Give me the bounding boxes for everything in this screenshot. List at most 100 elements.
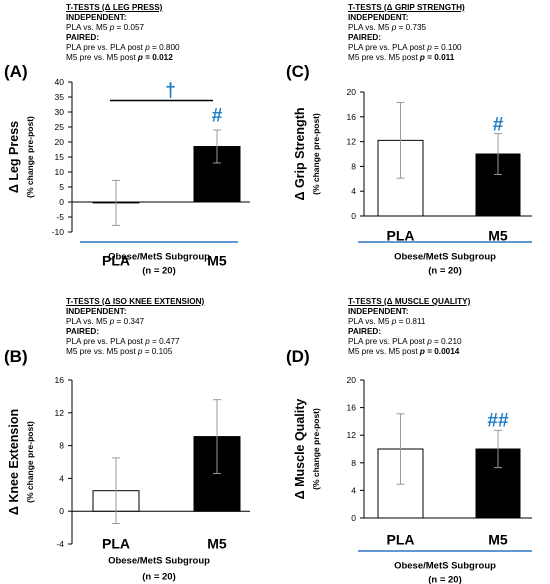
bar-m5 xyxy=(475,153,521,217)
y-tick-label: -10 xyxy=(52,227,65,237)
y-axis-title: Δ Leg Press xyxy=(7,121,21,193)
ttest-summary: T-TESTS (Δ ISO KNEE EXTENSION) INDEPENDEN… xyxy=(66,297,204,357)
independent-result: PLA vs. M5 p = 0.735 xyxy=(348,23,427,32)
y-axis-subtitle: (% change pre-post) xyxy=(311,408,321,490)
y-tick-label: 8 xyxy=(351,458,356,468)
independent-heading: INDEPENDENT: xyxy=(66,307,127,316)
sample-size-label: (n = 20) xyxy=(428,266,462,277)
y-tick-label: 20 xyxy=(347,87,357,97)
y-axis-subtitle: (% change pre-post) xyxy=(25,116,35,198)
y-tick-label: 20 xyxy=(347,375,357,385)
panel-letter: (D) xyxy=(286,347,310,366)
independent-heading: INDEPENDENT: xyxy=(348,307,409,316)
y-tick-label: 30 xyxy=(55,107,65,117)
group-label: Obese/MetS Subgroup xyxy=(394,561,496,572)
y-axis-title: Δ Knee Extension xyxy=(7,409,21,515)
y-tick-label: 12 xyxy=(347,137,357,147)
dagger-mark: † xyxy=(165,81,176,102)
panel-letter: (B) xyxy=(4,347,28,366)
y-tick-label: 4 xyxy=(59,473,64,483)
y-axis-title: Δ Grip Strength xyxy=(293,107,307,200)
paired-result: M5 pre vs. M5 post p = 0.105 xyxy=(66,347,173,356)
sample-size-label: (n = 20) xyxy=(142,572,176,583)
category-label-m5: M5 xyxy=(488,532,508,548)
y-axis-title: Δ Muscle Quality xyxy=(293,399,307,500)
y-tick-label: 12 xyxy=(347,430,357,440)
independent-heading: INDEPENDENT: xyxy=(348,13,409,22)
independent-heading: INDEPENDENT: xyxy=(66,13,127,22)
category-label-m5: M5 xyxy=(207,536,227,552)
sample-size-label: (n = 20) xyxy=(428,575,462,584)
panel-letter: (A) xyxy=(4,62,28,81)
y-tick-label: 0 xyxy=(351,211,356,221)
y-tick-label: 0 xyxy=(351,513,356,523)
paired-result: PLA pre vs. PLA post p = 0.210 xyxy=(348,337,462,346)
bar-pla xyxy=(92,201,140,204)
paired-result: M5 pre vs. M5 post p = 0.012 xyxy=(66,53,173,62)
ttest-summary: T-TESTS (Δ GRIP STRENGTH) INDEPENDENT: PLA… xyxy=(348,3,465,63)
paired-result: PLA pre vs. PLA post p = 0.100 xyxy=(348,43,462,52)
y-tick-label: -5 xyxy=(56,212,64,222)
y-tick-label: 15 xyxy=(55,152,65,162)
y-tick-label: -4 xyxy=(56,539,64,549)
y-tick-label: 4 xyxy=(351,186,356,196)
category-label-pla: PLA xyxy=(102,253,130,269)
y-tick-label: 12 xyxy=(55,408,65,418)
paired-heading: PAIRED: xyxy=(66,327,100,336)
y-tick-label: 8 xyxy=(351,161,356,171)
ttest-summary: T-TESTS (Δ LEG PRESS) INDEPENDENT: PLA vs.… xyxy=(66,3,180,63)
bar-pla xyxy=(92,490,140,512)
independent-result: PLA vs. M5 p = 0.057 xyxy=(66,23,145,32)
y-tick-label: 16 xyxy=(347,403,357,413)
ttest-title: T-TESTS (Δ MUSCLE QUALITY) xyxy=(348,297,471,306)
category-label-pla: PLA xyxy=(387,532,415,548)
y-tick-label: 0 xyxy=(59,506,64,516)
bar-m5 xyxy=(475,448,521,519)
paired-result: M5 pre vs. M5 post p = 0.011 xyxy=(348,53,455,62)
y-tick-label: 0 xyxy=(59,197,64,207)
y-tick-label: 4 xyxy=(351,485,356,495)
group-label: Obese/MetS Subgroup xyxy=(108,556,210,567)
y-tick-label: 25 xyxy=(55,122,65,132)
y-tick-label: 5 xyxy=(59,182,64,192)
category-label-m5: M5 xyxy=(207,253,227,269)
y-tick-label: 10 xyxy=(55,167,65,177)
group-label: Obese/MetS Subgroup xyxy=(108,252,210,263)
paired-result: PLA pre vs. PLA post p = 0.477 xyxy=(66,337,180,346)
significance-mark: # xyxy=(212,106,223,127)
group-label: Obese/MetS Subgroup xyxy=(394,252,496,263)
bar-pla xyxy=(377,139,424,217)
category-label-m5: M5 xyxy=(488,228,508,244)
bar-m5 xyxy=(193,436,241,512)
y-tick-label: 35 xyxy=(55,92,65,102)
ttest-title: T-TESTS (Δ LEG PRESS) xyxy=(66,3,163,12)
paired-result: M5 pre vs. M5 post p = 0.0014 xyxy=(348,347,460,356)
independent-result: PLA vs. M5 p = 0.811 xyxy=(348,317,426,326)
y-axis-subtitle: (% change pre-post) xyxy=(25,421,35,503)
y-tick-label: 40 xyxy=(55,77,65,87)
significance-mark: # xyxy=(493,114,504,135)
bar-pla xyxy=(377,448,424,519)
panel-letter: (C) xyxy=(286,62,310,81)
paired-heading: PAIRED: xyxy=(348,33,382,42)
paired-heading: PAIRED: xyxy=(348,327,382,336)
ttest-title: T-TESTS (Δ ISO KNEE EXTENSION) xyxy=(66,297,205,306)
y-axis-subtitle: (% change pre-post) xyxy=(311,113,321,195)
paired-result: PLA pre vs. PLA post p = 0.800 xyxy=(66,43,180,52)
ttest-title: T-TESTS (Δ GRIP STRENGTH) xyxy=(348,3,465,12)
ttest-summary: T-TESTS (Δ MUSCLE QUALITY) INDEPENDENT: PL… xyxy=(348,297,470,357)
significance-mark: ## xyxy=(487,410,509,431)
sample-size-label: (n = 20) xyxy=(142,266,176,277)
y-tick-label: 8 xyxy=(59,441,64,451)
y-tick-label: 16 xyxy=(347,112,357,122)
category-label-pla: PLA xyxy=(387,228,415,244)
independent-result: PLA vs. M5 p = 0.347 xyxy=(66,317,145,326)
category-label-pla: PLA xyxy=(102,536,130,552)
paired-heading: PAIRED: xyxy=(66,33,100,42)
y-tick-label: 16 xyxy=(55,375,65,385)
bar-m5 xyxy=(193,146,241,203)
